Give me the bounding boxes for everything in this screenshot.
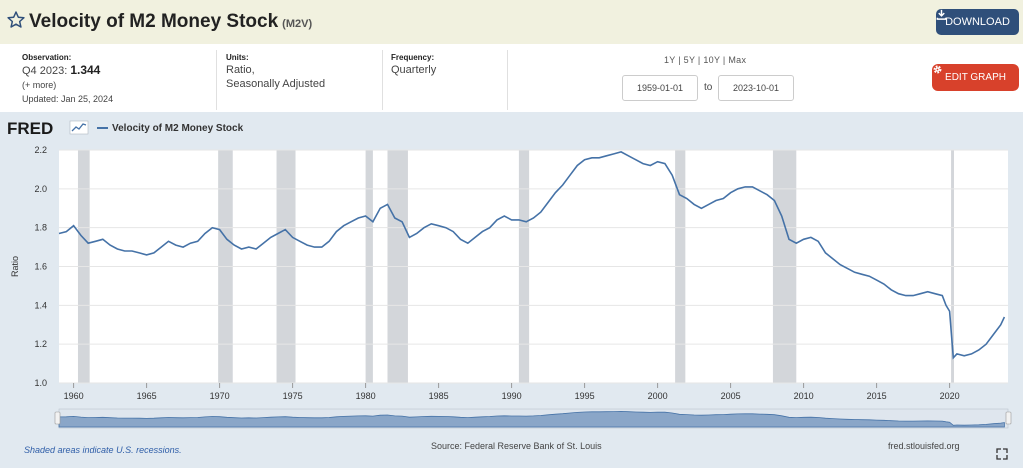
y-tick-label: 1.4 xyxy=(34,300,47,310)
fred-logo-icon xyxy=(69,120,89,135)
range-selector[interactable]: 1Y | 5Y | 10Y | Max xyxy=(664,55,747,65)
to-label: to xyxy=(704,82,713,93)
observation-period: Q4 2023: xyxy=(22,65,68,77)
frequency-value: Quarterly xyxy=(391,64,437,76)
range-navigator[interactable] xyxy=(54,408,1012,429)
edit-graph-label: EDIT GRAPH xyxy=(945,72,1006,83)
more-link[interactable]: (+ more) xyxy=(22,80,57,90)
start-date-input[interactable]: 1959-01-01 xyxy=(622,75,698,101)
series-title: Velocity of M2 Money Stock xyxy=(29,11,279,32)
series-code: (M2V) xyxy=(282,18,313,30)
x-tick-label: 1960 xyxy=(64,391,84,401)
units-line1: Ratio, xyxy=(226,64,255,76)
series-line xyxy=(58,151,1006,360)
updated-date: Updated: Jan 25, 2024 xyxy=(22,94,114,104)
x-tick-label: 2010 xyxy=(794,391,814,401)
navigator-series xyxy=(58,410,1005,428)
series-header: Velocity of M2 Money Stock (M2V) DOWNLOAD xyxy=(0,0,1023,44)
divider xyxy=(216,50,217,110)
x-tick-label: 1990 xyxy=(502,391,522,401)
units-line2: Seasonally Adjusted xyxy=(226,78,326,90)
navigator-handle-right[interactable] xyxy=(1005,411,1012,425)
y-axis-label: Ratio xyxy=(10,256,20,277)
x-tick-label: 1995 xyxy=(575,391,595,401)
recession-note[interactable]: Shaded areas indicate U.S. recessions. xyxy=(24,445,182,455)
x-tick-label: 1980 xyxy=(356,391,376,401)
units-label: Units: xyxy=(226,53,249,62)
x-tick-label: 1970 xyxy=(210,391,230,401)
observation-block: Observation: Q4 2023: 1.344 (+ more) Upd… xyxy=(22,52,113,106)
navigator-handle-left[interactable] xyxy=(54,411,61,425)
frequency-block: Frequency: Quarterly xyxy=(391,52,436,77)
y-tick-label: 1.2 xyxy=(34,339,47,349)
source-label: Source: Federal Reserve Bank of St. Loui… xyxy=(431,441,602,451)
gridlines xyxy=(59,149,1008,384)
y-tick-label: 1.0 xyxy=(34,378,47,388)
download-button[interactable]: DOWNLOAD xyxy=(936,9,1019,35)
divider xyxy=(507,50,508,110)
download-label: DOWNLOAD xyxy=(945,16,1010,28)
download-icon xyxy=(936,9,947,20)
x-axis: 1960 1965 1970 1975 1980 1985 1990 1995 2000 2005… xyxy=(64,383,960,401)
x-tick-label: 1965 xyxy=(137,391,157,401)
x-tick-label: 2000 xyxy=(648,391,668,401)
end-date-input[interactable]: 2023-10-01 xyxy=(718,75,794,101)
page-title: Velocity of M2 Money Stock (M2V) xyxy=(29,11,312,33)
x-tick-label: 2015 xyxy=(867,391,887,401)
edit-graph-button[interactable]: EDIT GRAPH xyxy=(932,64,1019,91)
y-tick-label: 1.8 xyxy=(34,223,47,233)
x-tick-label: 1975 xyxy=(283,391,303,401)
fred-logo: FRED xyxy=(7,119,53,138)
fullscreen-icon[interactable] xyxy=(996,448,1008,460)
frequency-label: Frequency: xyxy=(391,53,435,62)
y-tick-label: 2.0 xyxy=(34,184,47,194)
y-tick-label: 2.2 xyxy=(34,145,47,155)
x-tick-label: 1985 xyxy=(429,391,449,401)
observation-label: Observation: xyxy=(22,53,72,62)
y-tick-label: 1.6 xyxy=(34,262,47,272)
x-tick-label: 2005 xyxy=(721,391,741,401)
gear-icon xyxy=(933,65,942,74)
divider xyxy=(382,50,383,110)
x-tick-label: 2020 xyxy=(940,391,960,401)
star-icon[interactable] xyxy=(6,10,26,30)
fred-url: fred.stlouisfed.org xyxy=(888,441,960,451)
observation-value: 1.344 xyxy=(70,63,101,77)
y-axis: 1.0 1.2 1.4 1.6 1.8 2.0 2.2 xyxy=(34,145,47,388)
legend-label: Velocity of M2 Money Stock xyxy=(112,123,244,134)
units-block: Units: Ratio, Seasonally Adjusted xyxy=(226,52,325,91)
